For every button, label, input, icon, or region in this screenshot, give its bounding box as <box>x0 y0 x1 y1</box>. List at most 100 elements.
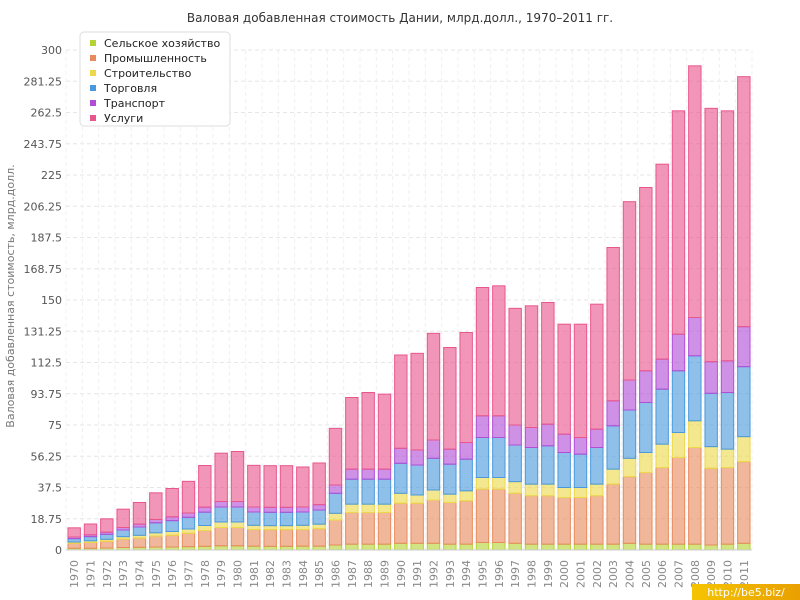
bar-segment-6 <box>328 427 343 486</box>
bar-segment-5 <box>541 423 555 447</box>
bar-segment-2 <box>345 512 359 545</box>
bar-segment-6 <box>737 76 751 328</box>
bar-segment-1 <box>606 543 620 551</box>
bar-segment-3 <box>198 525 212 531</box>
bar-segment-3 <box>312 523 326 530</box>
bar-segment-5 <box>704 361 718 394</box>
bar-segment-2 <box>83 542 98 549</box>
x-tick-label: 1984 <box>297 560 310 588</box>
bar-segment-2 <box>720 467 735 545</box>
bar-segment-5 <box>181 512 196 518</box>
bar-segment-6 <box>426 332 441 441</box>
bar-segment-3 <box>377 503 392 514</box>
bar-segment-3 <box>557 487 571 498</box>
x-tick-label: 1973 <box>117 560 130 588</box>
bar-segment-2 <box>704 467 718 546</box>
bar-segment-4 <box>573 453 588 489</box>
bar-segment-3 <box>541 483 555 497</box>
x-tick-label: 1975 <box>150 560 163 588</box>
bar-segment-4 <box>230 506 245 523</box>
bar-segment-5 <box>573 437 588 455</box>
bar-segment-4 <box>720 392 735 450</box>
bar-segment-5 <box>230 501 245 508</box>
bar-segment-1 <box>557 543 571 551</box>
x-tick-label: 1990 <box>395 560 408 588</box>
x-tick-label: 1985 <box>313 560 326 588</box>
bar-segment-2 <box>443 502 457 545</box>
bar-segment-2 <box>377 512 392 545</box>
x-tick-label: 2003 <box>607 560 620 588</box>
bar-segment-1 <box>263 545 277 551</box>
x-tick-label: 1996 <box>493 560 506 588</box>
bar-segment-5 <box>492 415 506 438</box>
bar-segment-3 <box>279 525 294 531</box>
bar-segment-3 <box>345 503 359 514</box>
x-tick-label: 1983 <box>281 560 294 588</box>
bar-segment-2 <box>230 527 245 547</box>
bar-segment-4 <box>181 516 196 530</box>
x-tick-label: 2008 <box>689 560 702 588</box>
bar-segment-1 <box>524 543 539 551</box>
bar-segment-2 <box>149 535 163 548</box>
bar-segment-3 <box>524 483 539 497</box>
bar-segment-5 <box>557 433 571 454</box>
grid-lines <box>65 49 753 550</box>
x-axis-ticks: 1970 1971 1972 1973 1974 1975 1976 1977 1978 1979… <box>68 560 751 588</box>
x-tick-label: 1987 <box>346 560 359 588</box>
y-tick-label: 187.5 <box>31 232 63 245</box>
bar-segment-5 <box>475 415 490 438</box>
bar-segment-6 <box>100 518 114 533</box>
y-tick-label: 93.75 <box>31 388 63 401</box>
bar-segment-1 <box>459 543 473 551</box>
bar-segment-3 <box>214 521 228 528</box>
bar-segment-3 <box>622 457 637 478</box>
x-tick-label: 1982 <box>264 560 277 588</box>
bar-segment-4 <box>655 388 669 445</box>
x-tick-label: 2011 <box>738 560 751 588</box>
bar-segment-4 <box>622 409 637 459</box>
bar-segment-1 <box>671 543 686 551</box>
bar-segment-1 <box>688 543 702 551</box>
bar-segment-3 <box>508 481 522 494</box>
bar-segment-4 <box>541 445 555 485</box>
legend-entry: Сельское хозяйство <box>104 37 220 50</box>
bar-segment-3 <box>410 494 424 504</box>
x-tick-label: 1995 <box>477 560 490 588</box>
bar-segment-3 <box>394 492 408 504</box>
bar-segment-4 <box>590 447 604 485</box>
bar-segment-3 <box>443 493 457 504</box>
bar-segment-1 <box>622 542 637 551</box>
x-tick-label: 2000 <box>558 560 571 588</box>
bar-segment-1 <box>312 545 326 551</box>
bar-segment-6 <box>639 187 653 372</box>
bar-segment-2 <box>100 540 114 549</box>
bar-segment-5 <box>671 333 686 372</box>
bar-segment-6 <box>263 465 277 508</box>
bar-segment-5 <box>328 484 343 494</box>
y-tick-label: 0 <box>55 544 62 557</box>
legend-swatch <box>90 70 96 76</box>
x-tick-label: 2010 <box>722 560 735 588</box>
legend-box <box>79 31 231 127</box>
bar-segment-5 <box>165 516 179 522</box>
y-tick-label: 281.25 <box>24 75 63 88</box>
bar-segment-4 <box>475 437 490 478</box>
bar-segment-2 <box>132 537 147 548</box>
bar-segment-2 <box>541 495 555 545</box>
bar-segment-5 <box>263 506 277 513</box>
bar-segment-2 <box>328 519 343 546</box>
bar-segment-5 <box>639 370 653 403</box>
bar-segment-6 <box>655 163 669 360</box>
bar-segment-4 <box>426 457 441 491</box>
bar-segment-4 <box>214 506 228 523</box>
bar-segment-2 <box>524 495 539 545</box>
bar-segment-1 <box>475 542 490 551</box>
y-tick-label: 262.5 <box>31 107 63 120</box>
bar-segment-3 <box>459 490 473 502</box>
y-tick-label: 56.25 <box>31 450 63 463</box>
bar-segment-4 <box>247 511 261 526</box>
y-tick-label: 168.75 <box>24 263 63 276</box>
bar-segment-1 <box>492 542 506 551</box>
x-tick-label: 2006 <box>656 560 669 588</box>
bar-segment-5 <box>410 449 424 466</box>
